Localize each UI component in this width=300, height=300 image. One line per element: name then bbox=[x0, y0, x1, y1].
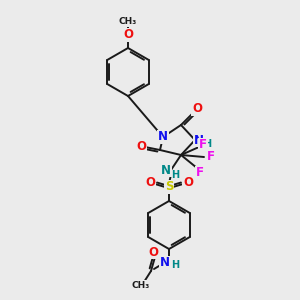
Text: O: O bbox=[123, 28, 133, 41]
Text: F: F bbox=[207, 151, 215, 164]
Text: F: F bbox=[196, 167, 204, 179]
Text: H: H bbox=[171, 260, 179, 270]
Text: N: N bbox=[194, 134, 204, 146]
Text: CH₃: CH₃ bbox=[119, 17, 137, 26]
Text: S: S bbox=[165, 181, 173, 194]
Text: CH₃: CH₃ bbox=[132, 280, 150, 290]
Text: O: O bbox=[148, 245, 158, 259]
Text: F: F bbox=[199, 139, 207, 152]
Text: O: O bbox=[136, 140, 146, 152]
Text: N: N bbox=[160, 256, 170, 269]
Text: H: H bbox=[171, 170, 179, 180]
Text: H: H bbox=[203, 139, 211, 149]
Text: O: O bbox=[192, 103, 202, 116]
Text: N: N bbox=[158, 130, 168, 143]
Text: N: N bbox=[161, 164, 171, 176]
Text: O: O bbox=[145, 176, 155, 190]
Text: O: O bbox=[183, 176, 193, 190]
